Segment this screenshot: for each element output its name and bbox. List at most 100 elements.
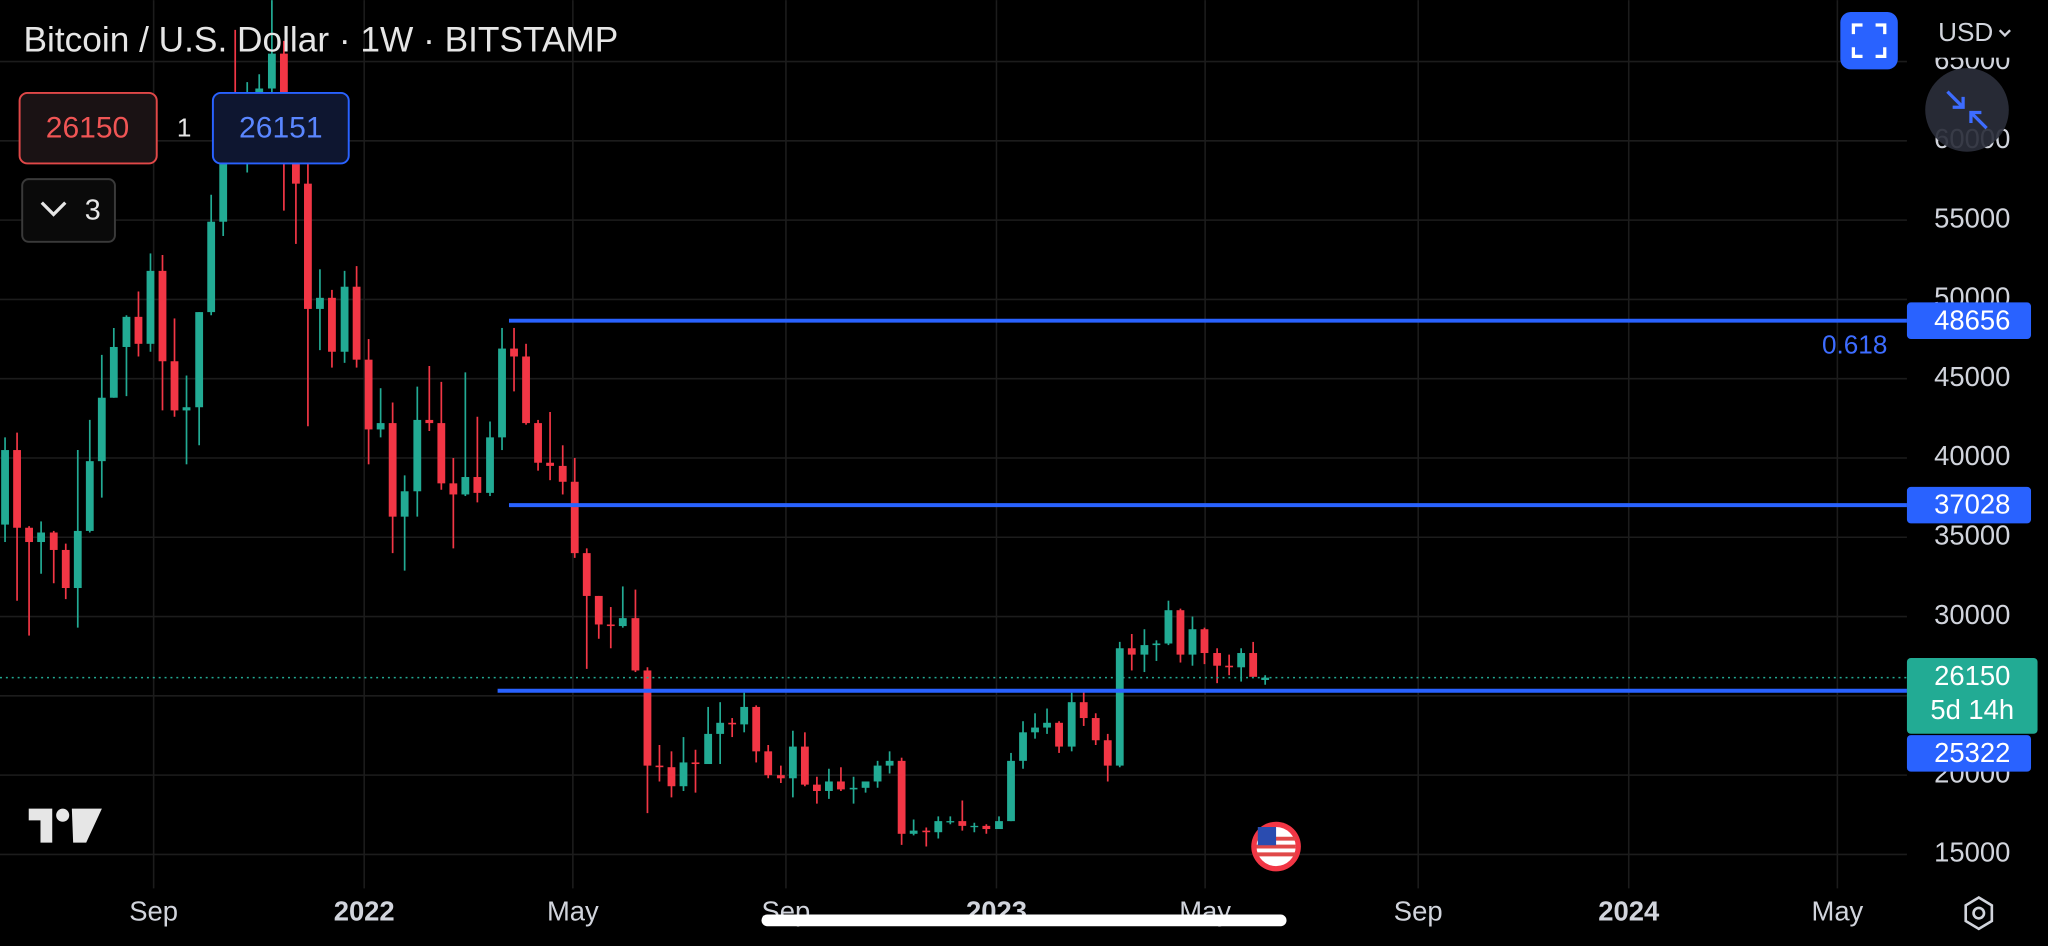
candle-body [752,706,761,752]
candle-body [170,361,179,411]
price-tag [1906,486,2032,524]
candle-body [413,419,422,492]
buy-button[interactable] [211,91,350,165]
candle-body [679,762,688,787]
candle-body [158,270,167,362]
candle-body [400,491,409,517]
ui-overlay: Bitcoin / U.S. Dollar · 1W · BITSTAMP 26… [18,10,2038,931]
currency-chevron [1998,29,2011,38]
candle-body [861,781,870,788]
candle-body [376,423,385,430]
candle-body [558,465,567,482]
price-tag-label: 48656 [1934,304,2010,335]
candle-body [97,397,106,462]
x-tick-label: May [1811,895,1863,926]
spread: 1 [177,112,192,142]
candle-body [49,532,58,550]
candle-body [1115,648,1124,766]
candle-body [1007,760,1015,822]
candle-body [498,348,506,438]
candle-body [1,450,9,525]
candle-body [437,423,446,484]
candle-body [922,830,931,833]
candle-body [25,527,33,543]
candle-body [594,595,603,625]
candle-body [667,767,676,787]
candle-body [1079,702,1088,719]
candle-body [182,407,191,411]
candle-body [207,221,216,313]
candle-body [776,775,785,779]
candle-body [643,670,652,766]
price-tag-label: 25322 [1934,737,2010,768]
candle-body [704,733,713,765]
candle-body [449,483,458,495]
candle-body [304,183,312,309]
fullscreen-button[interactable] [1840,11,1898,70]
candle-body [1249,653,1258,677]
candle-body [1019,732,1027,761]
x-tick-label: Sep [129,895,178,926]
settings-icon[interactable] [1964,895,1994,931]
y-tick-label: 30000 [1934,599,2010,630]
candle-body [1261,677,1270,680]
candle-body [316,297,324,309]
settings-icon-center [1972,906,1986,920]
candle-body [510,348,518,357]
candle-body [109,346,118,398]
candle-body [618,618,627,627]
candle-body [606,624,615,627]
candle-body [1091,718,1100,741]
line-label: 0.618 [1822,330,1887,360]
collapse-button[interactable] [1925,68,2009,152]
candle-body [946,821,955,823]
candle-body [716,722,725,734]
candle-body [982,825,991,830]
candle-body [61,549,70,589]
collapse-icon [1946,90,1988,130]
candle-body [1164,610,1173,644]
candle-body [1055,722,1063,747]
candle-body [812,784,821,791]
candle-body [837,781,845,790]
candle-body [425,419,434,424]
candle-body [849,787,858,790]
candle-body [934,821,943,833]
indicators-count: 3 [85,194,101,226]
candle-body [740,706,749,725]
candle-body [1200,629,1209,654]
candle-body [800,746,809,785]
y-tick-label: 55000 [1934,202,2010,233]
candle-body [691,762,700,765]
candle-body [522,356,530,424]
candle-body [267,53,276,89]
candle-body [1043,722,1051,728]
indicators-toggle[interactable] [21,178,116,243]
candle-body [764,751,773,776]
price-tag [1906,302,2032,340]
price-tag [1906,735,2032,772]
symbol-title: Bitcoin / U.S. Dollar · 1W · BITSTAMP [24,20,619,59]
candle-body [122,316,131,347]
sell-button[interactable] [18,91,158,165]
candle-body [195,312,204,408]
y-tick-label: 35000 [1934,520,2010,551]
candle-body [388,423,397,517]
sell-price: 26150 [46,111,130,144]
candle-body [897,760,906,834]
candle-body [85,461,94,531]
x-tick-label: 2022 [334,895,395,926]
candle-body [292,156,300,184]
candle-body [73,530,82,589]
candle-body [13,450,21,528]
candle-body [885,760,894,766]
currency[interactable]: USD [1938,17,1993,47]
fullscreen-icon [1851,23,1887,58]
home-indicator [761,914,1287,927]
candle-body [1176,610,1185,655]
y-tick-label: 40000 [1934,440,2010,471]
candle-body [631,618,640,671]
candle-body [1225,665,1234,668]
economic-event-flag[interactable] [1251,821,1301,872]
